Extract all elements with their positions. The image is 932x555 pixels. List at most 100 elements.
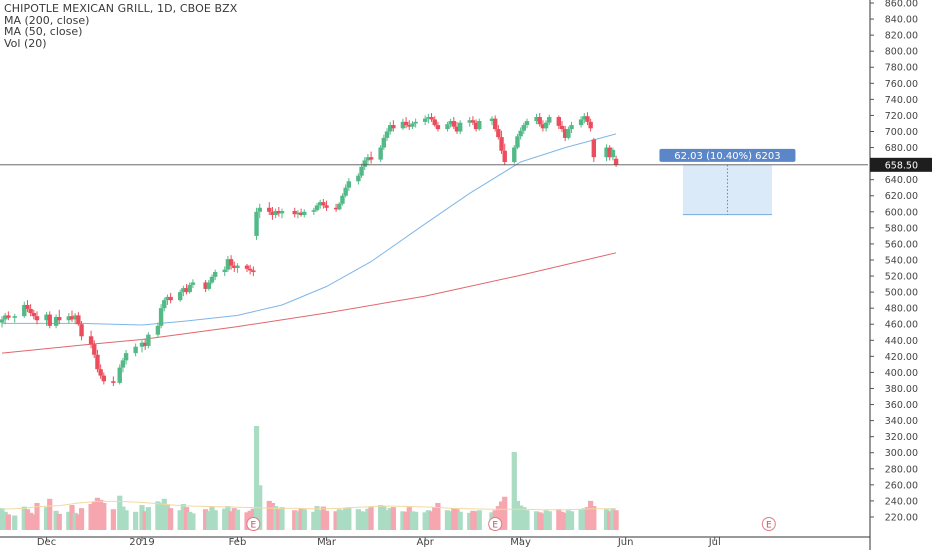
- candle[interactable]: [95, 349, 100, 373]
- candle[interactable]: [407, 120, 412, 130]
- candle[interactable]: [235, 263, 240, 273]
- candlestick-series[interactable]: [0, 112, 619, 387]
- candle[interactable]: [232, 261, 237, 273]
- candle[interactable]: [604, 144, 609, 162]
- candle[interactable]: [562, 125, 568, 142]
- candle[interactable]: [162, 297, 167, 312]
- candle[interactable]: [518, 127, 523, 140]
- candle[interactable]: [228, 255, 234, 270]
- candle[interactable]: [556, 115, 562, 130]
- candle[interactable]: [314, 202, 320, 212]
- candle[interactable]: [98, 364, 103, 379]
- candle[interactable]: [473, 119, 479, 132]
- candle[interactable]: [247, 264, 253, 275]
- candle[interactable]: [111, 376, 116, 387]
- candle[interactable]: [403, 117, 409, 129]
- candle[interactable]: [251, 266, 256, 277]
- candle[interactable]: [292, 207, 297, 218]
- candle[interactable]: [333, 203, 339, 212]
- candle[interactable]: [343, 184, 348, 198]
- candle[interactable]: [133, 343, 138, 357]
- candle[interactable]: [12, 313, 17, 323]
- candle[interactable]: [190, 279, 196, 289]
- candle[interactable]: [569, 121, 574, 134]
- candle[interactable]: [492, 115, 498, 132]
- candle[interactable]: [432, 116, 437, 127]
- candle[interactable]: [244, 264, 250, 273]
- candle[interactable]: [92, 340, 97, 358]
- candle[interactable]: [181, 285, 186, 297]
- candle[interactable]: [566, 126, 571, 140]
- measure-tool[interactable]: 62.03 (10.40%) 6203: [659, 148, 796, 216]
- candle[interactable]: [168, 292, 173, 304]
- candle[interactable]: [184, 284, 189, 295]
- candle[interactable]: [120, 357, 126, 373]
- candle[interactable]: [72, 312, 78, 325]
- candle[interactable]: [298, 208, 304, 217]
- candle[interactable]: [276, 206, 282, 217]
- candle[interactable]: [123, 349, 129, 365]
- candle[interactable]: [607, 145, 612, 161]
- candle[interactable]: [457, 120, 463, 134]
- candle[interactable]: [585, 112, 590, 126]
- candle[interactable]: [365, 153, 371, 166]
- candle[interactable]: [311, 207, 317, 216]
- candle[interactable]: [267, 202, 272, 216]
- candle[interactable]: [356, 173, 361, 185]
- price-axis[interactable]: 220.00 240.00 260.00 280.00 300.00 320.00 340.…: [869, 0, 932, 550]
- candle[interactable]: [559, 121, 565, 133]
- candle[interactable]: [591, 137, 597, 163]
- candle[interactable]: [273, 208, 278, 219]
- candle[interactable]: [524, 118, 530, 129]
- candle[interactable]: [6, 311, 11, 321]
- candle[interactable]: [435, 121, 441, 132]
- candle[interactable]: [521, 122, 527, 134]
- candle[interactable]: [470, 116, 476, 126]
- candle[interactable]: [378, 145, 383, 163]
- candle[interactable]: [502, 143, 507, 166]
- earnings-marker[interactable]: E: [246, 517, 261, 531]
- candle[interactable]: [477, 118, 482, 131]
- candle[interactable]: [31, 309, 37, 320]
- candle[interactable]: [537, 113, 542, 127]
- candle[interactable]: [451, 117, 457, 130]
- candle[interactable]: [547, 114, 552, 126]
- candle[interactable]: [391, 120, 396, 132]
- candle[interactable]: [44, 312, 49, 326]
- candle[interactable]: [254, 207, 259, 240]
- candle[interactable]: [225, 255, 231, 273]
- candle[interactable]: [324, 200, 329, 211]
- candle[interactable]: [155, 322, 161, 338]
- candle[interactable]: [381, 134, 387, 150]
- candle[interactable]: [317, 199, 323, 209]
- candle[interactable]: [57, 309, 62, 325]
- candle[interactable]: [578, 116, 584, 128]
- candle[interactable]: [489, 116, 495, 126]
- candle[interactable]: [88, 330, 94, 349]
- candle[interactable]: [302, 209, 307, 218]
- candle[interactable]: [146, 332, 151, 349]
- candle[interactable]: [410, 121, 415, 130]
- candle[interactable]: [142, 338, 148, 350]
- candle[interactable]: [139, 340, 145, 353]
- candle[interactable]: [47, 311, 52, 329]
- candle[interactable]: [209, 274, 215, 285]
- candle[interactable]: [295, 210, 301, 219]
- candle[interactable]: [2, 312, 8, 325]
- candle[interactable]: [76, 312, 81, 326]
- candle[interactable]: [158, 304, 164, 329]
- candle[interactable]: [212, 269, 218, 281]
- candle[interactable]: [362, 157, 367, 171]
- candle[interactable]: [426, 113, 431, 124]
- legend-volume[interactable]: Vol (20): [4, 36, 47, 50]
- candle[interactable]: [206, 280, 212, 291]
- candle[interactable]: [165, 294, 170, 305]
- candle[interactable]: [359, 163, 364, 179]
- legend-title[interactable]: CHIPOTLE MEXICAN GRILL, 1D, Cboe BZX: [4, 2, 238, 15]
- candle[interactable]: [340, 193, 345, 206]
- candle[interactable]: [28, 304, 33, 317]
- candle[interactable]: [25, 300, 30, 313]
